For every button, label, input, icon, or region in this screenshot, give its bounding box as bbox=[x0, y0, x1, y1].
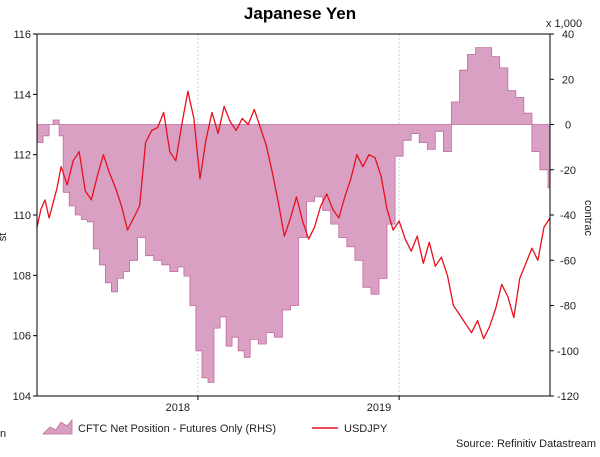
x-axis-edge-label: n bbox=[0, 428, 6, 440]
left-tick-label: 104 bbox=[13, 391, 31, 403]
right-axis-title: contrac bbox=[582, 200, 594, 237]
source-note: Source: Refinitiv Datastream bbox=[456, 438, 596, 450]
right-tick-label: -100 bbox=[557, 346, 579, 358]
right-tick-label: 40 bbox=[562, 29, 574, 41]
cftc-area-series bbox=[36, 47, 551, 383]
right-tick-label: -80 bbox=[560, 301, 576, 313]
legend: CFTC Net Position - Futures Only (RHS) U… bbox=[42, 418, 388, 435]
left-tick-label: 110 bbox=[13, 210, 31, 222]
usdjpy-line-series bbox=[36, 90, 551, 340]
right-tick-label: -40 bbox=[560, 210, 576, 222]
left-tick-label: 106 bbox=[13, 331, 31, 343]
right-tick-label: -120 bbox=[557, 391, 579, 403]
right-tick-label: 0 bbox=[565, 120, 571, 132]
chart-title: Japanese Yen bbox=[244, 4, 356, 23]
cftc-area-fill bbox=[36, 47, 551, 383]
x-tick-label: 2018 bbox=[166, 402, 190, 414]
left-tick-label: 108 bbox=[13, 270, 31, 282]
left-tick-label: 114 bbox=[13, 89, 31, 101]
usdjpy-line bbox=[36, 90, 551, 340]
legend-label-cftc: CFTC Net Position - Futures Only (RHS) bbox=[78, 423, 276, 435]
left-axis: 104 106 108 110 112 114 116 bbox=[13, 29, 37, 403]
left-axis-title: st bbox=[0, 233, 9, 242]
right-axis-multiplier: x 1,000 bbox=[546, 18, 582, 30]
left-tick-label: 112 bbox=[13, 150, 31, 162]
left-tick-label: 116 bbox=[13, 29, 31, 41]
legend-label-usdjpy: USDJPY bbox=[344, 423, 388, 435]
right-tick-label: -20 bbox=[560, 165, 576, 177]
x-tick-label: 2019 bbox=[367, 402, 391, 414]
right-tick-label: -60 bbox=[560, 255, 576, 267]
right-tick-label: 20 bbox=[562, 74, 574, 86]
right-axis: -120 -100 -80 -60 -40 -20 0 20 40 bbox=[550, 29, 579, 403]
legend-swatch-cftc bbox=[42, 418, 73, 435]
x-axis: 2018 2019 bbox=[166, 396, 400, 414]
